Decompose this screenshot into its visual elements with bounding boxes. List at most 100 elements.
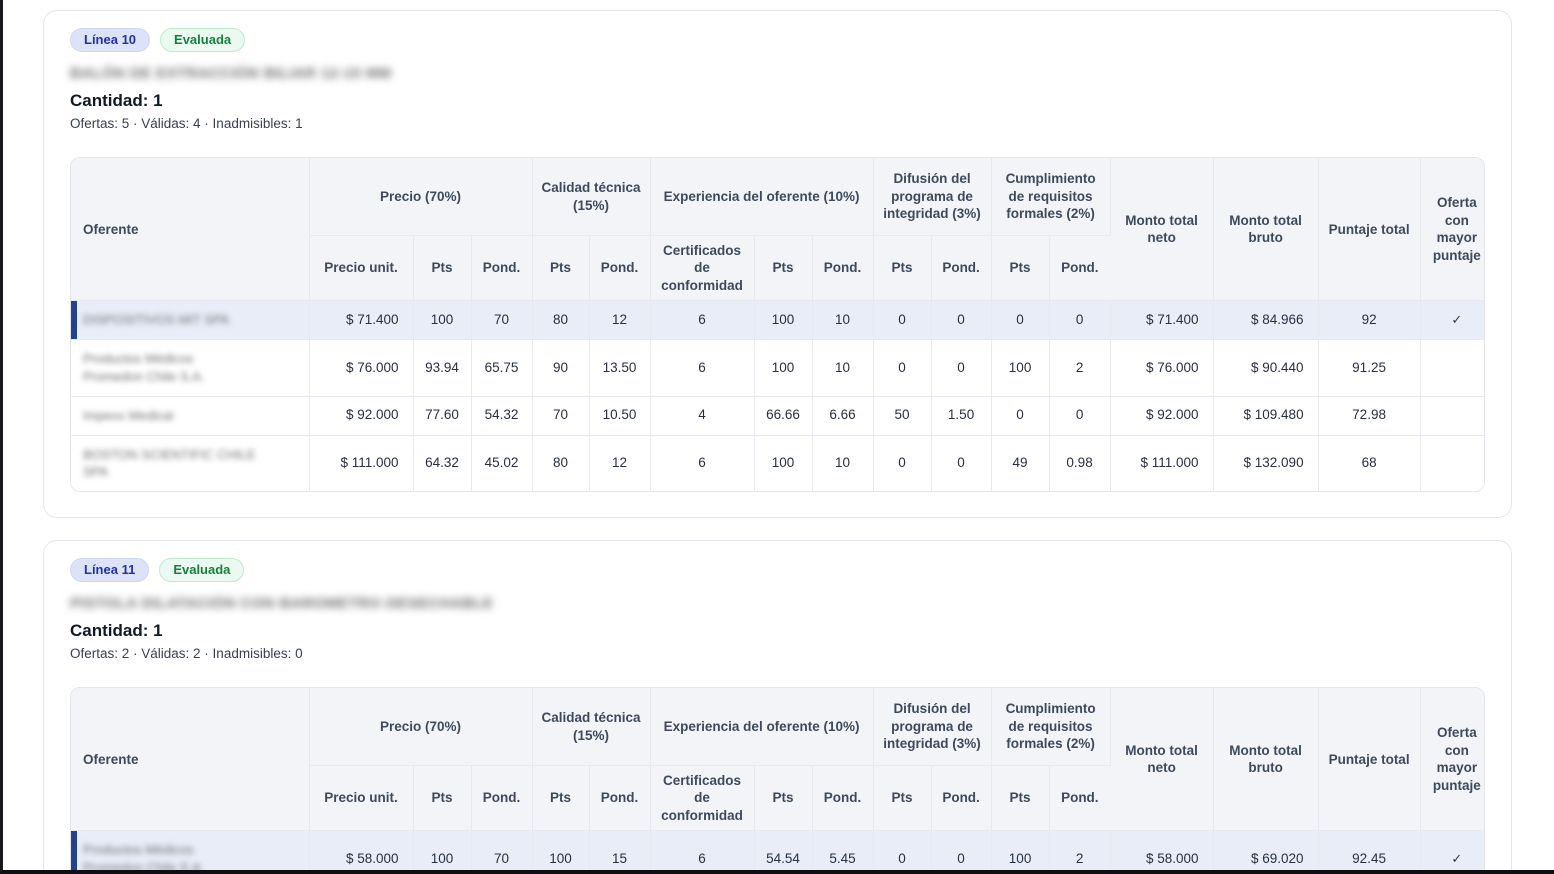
offers-summary: Ofertas: 2 · Válidas: 2 · Inadmisibles: … <box>70 646 303 662</box>
calidad-pts-cell: 100 <box>532 830 590 870</box>
col-oferente: Oferente <box>71 688 310 832</box>
oferente-cell: BOSTON SCIENTIFIC CHILE SPA <box>71 435 310 492</box>
table-body: DISPOSITIVOS MIT SPA $ 71.400 100 70 80 12 6 10… <box>71 300 1484 492</box>
evaluation-table-wrap: Oferente Precio (70%) Calidad técnica (1… <box>70 157 1485 493</box>
col-monto-neto: Monto total neto <box>1110 688 1214 832</box>
experiencia-pond-cell: 10 <box>812 339 874 397</box>
cumplimiento-pond-cell: 2 <box>1049 830 1111 870</box>
table-header: Oferente Precio (70%) Calidad técnica (1… <box>71 688 1484 832</box>
evaluation-table-wrap: Oferente Precio (70%) Calidad técnica (1… <box>70 687 1485 874</box>
puntaje-total-cell: 72.98 <box>1318 396 1421 436</box>
cumplimiento-pts-cell: 0 <box>991 396 1050 436</box>
col-pts: Pts <box>413 235 472 302</box>
precio-pond-cell: 65.75 <box>471 339 533 397</box>
redacted-product-title: BALÓN DE EXTRACCIÓN BILIAR 12-15 MM <box>70 65 392 83</box>
monto-total-bruto-cell: $ 84.966 <box>1213 300 1319 341</box>
col-group-difusion: Difusión del programa de integridad (3%) <box>873 158 992 236</box>
col-group-experiencia: Experiencia del oferente (10%) <box>650 158 874 236</box>
precio-pts-cell: 64.32 <box>413 435 472 492</box>
calidad-pts-cell: 80 <box>532 300 590 341</box>
monto-total-neto-cell: $ 71.400 <box>1110 300 1214 341</box>
col-certificados: Certificados de conformidad <box>650 765 755 832</box>
difusion-pond-cell: 0 <box>931 339 992 397</box>
table-row: Productos Médicos Promedon Chile S.A. $ 7… <box>71 339 1484 397</box>
precio-unit-cell: $ 58.000 <box>309 830 414 870</box>
badge-row: Línea 10 Evaluada <box>70 28 1485 53</box>
line-card-11: Línea 11 Evaluada PISTOLA DILATACIÓN CON… <box>43 540 1512 874</box>
cumplimiento-pond-cell: 0.98 <box>1049 435 1111 492</box>
puntaje-total-cell: 92 <box>1318 300 1421 341</box>
monto-total-bruto-cell: $ 90.440 <box>1213 339 1319 397</box>
difusion-pts-cell: 0 <box>873 435 932 492</box>
puntaje-total-cell: 91.25 <box>1318 339 1421 397</box>
cumplimiento-pts-cell: 0 <box>991 300 1050 341</box>
redacted-oferente-name: Impexx Medical <box>83 407 174 423</box>
experiencia-pts-cell: 66.66 <box>754 396 813 436</box>
evaluation-table: Oferente Precio (70%) Calidad técnica (1… <box>71 688 1484 874</box>
redacted-oferente-name: DISPOSITIVOS MIT SPA <box>83 312 230 328</box>
col-pts: Pts <box>532 765 590 832</box>
monto-total-bruto-cell: $ 69.020 <box>1213 830 1319 870</box>
experiencia-pond-cell: 10 <box>812 435 874 492</box>
status-badge: Evaluada <box>160 28 246 53</box>
col-monto-neto: Monto total neto <box>1110 158 1214 302</box>
line-number-badge: Línea 11 <box>70 558 150 583</box>
calidad-pond-cell: 13.50 <box>589 339 651 397</box>
col-pts: Pts <box>413 765 472 832</box>
col-pond: Pond. <box>812 765 874 832</box>
experiencia-pond-cell: 10 <box>812 300 874 341</box>
experiencia-pts-cell: 100 <box>754 300 813 341</box>
col-group-cumplimiento: Cumplimiento de requisitos formales (2%) <box>991 158 1111 236</box>
puntaje-total-cell: 92.45 <box>1318 830 1421 870</box>
monto-total-neto-cell: $ 111.000 <box>1110 435 1214 492</box>
col-group-difusion: Difusión del programa de integridad (3%) <box>873 688 992 766</box>
calidad-pts-cell: 90 <box>532 339 590 397</box>
offers-summary: Ofertas: 5 · Válidas: 4 · Inadmisibles: … <box>70 116 303 132</box>
line-card-10: Línea 10 Evaluada BALÓN DE EXTRACCIÓN BI… <box>43 10 1512 519</box>
difusion-pond-cell: 0 <box>931 435 992 492</box>
col-group-precio: Precio (70%) <box>309 158 533 236</box>
cumplimiento-pts-cell: 100 <box>991 339 1050 397</box>
col-precio-unit: Precio unit. <box>309 235 414 302</box>
redacted-oferente-name: Productos Médicos Promedon Chile S.A. <box>83 842 205 874</box>
col-oferente: Oferente <box>71 158 310 302</box>
table-row: DISPOSITIVOS MIT SPA $ 71.400 100 70 80 12 6 10… <box>71 300 1484 341</box>
col-puntaje-total: Puntaje total <box>1318 158 1421 302</box>
experiencia-pts-cell: 54.54 <box>754 830 813 870</box>
monto-total-neto-cell: $ 58.000 <box>1110 830 1214 870</box>
experiencia-pts-cell: 100 <box>754 339 813 397</box>
col-certificados: Certificados de conformidad <box>650 235 755 302</box>
calidad-pts-cell: 70 <box>532 396 590 436</box>
col-pond: Pond. <box>931 235 992 302</box>
oferente-cell: Productos Médicos Promedon Chile S.A. <box>71 830 310 874</box>
col-group-experiencia: Experiencia del oferente (10%) <box>650 688 874 766</box>
redacted-product-title: PISTOLA DILATACIÓN CON BAROMETRO DESECHA… <box>70 595 494 613</box>
certificados-conformidad-cell: 4 <box>650 396 755 436</box>
precio-pond-cell: 54.32 <box>471 396 533 436</box>
difusion-pond-cell: 0 <box>931 300 992 341</box>
cumplimiento-pond-cell: 2 <box>1049 339 1111 397</box>
calidad-pond-cell: 12 <box>589 435 651 492</box>
precio-unit-cell: $ 111.000 <box>309 435 414 492</box>
experiencia-pond-cell: 5.45 <box>812 830 874 870</box>
precio-pts-cell: 100 <box>413 830 472 870</box>
col-group-precio: Precio (70%) <box>309 688 533 766</box>
certificados-conformidad-cell: 6 <box>650 435 755 492</box>
redacted-oferente-name: Productos Médicos Promedon Chile S.A. <box>83 351 205 384</box>
cumplimiento-pts-cell: 100 <box>991 830 1050 870</box>
status-badge: Evaluada <box>159 558 245 583</box>
quantity-label: Cantidad: 1 <box>70 91 163 111</box>
col-pond: Pond. <box>931 765 992 832</box>
precio-pts-cell: 100 <box>413 300 472 341</box>
difusion-pts-cell: 50 <box>873 396 932 436</box>
table-row: BOSTON SCIENTIFIC CHILE SPA $ 111.000 64.3… <box>71 435 1484 492</box>
col-oferta-mayor: Oferta con mayor puntaje <box>1420 158 1484 302</box>
col-puntaje-total: Puntaje total <box>1318 688 1421 832</box>
col-precio-unit: Precio unit. <box>309 765 414 832</box>
precio-unit-cell: $ 71.400 <box>309 300 414 341</box>
mayor-puntaje-cell <box>1420 339 1484 397</box>
puntaje-total-cell: 68 <box>1318 435 1421 492</box>
col-pond: Pond. <box>471 235 533 302</box>
table-row: Productos Médicos Promedon Chile S.A. $ 5… <box>71 830 1484 874</box>
calidad-pond-cell: 15 <box>589 830 651 870</box>
